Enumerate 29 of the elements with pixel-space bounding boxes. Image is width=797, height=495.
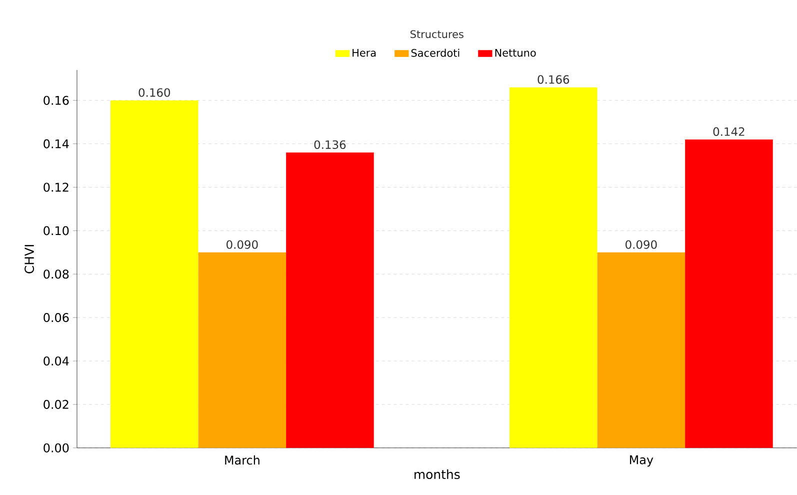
bar xyxy=(198,252,286,448)
data-label: 0.136 xyxy=(314,140,346,150)
y-tick-label: 0.08 xyxy=(44,270,69,279)
y-tick-label: 0.12 xyxy=(44,182,68,192)
legend-label: Sacerdoti xyxy=(411,48,460,57)
data-label: 0.160 xyxy=(138,88,170,97)
y-tick-label: 0.06 xyxy=(44,313,69,322)
bar xyxy=(597,252,686,448)
y-axis-title: CHVI xyxy=(24,245,34,274)
legend-label: Hera xyxy=(352,49,376,57)
data-label: 0.166 xyxy=(538,75,570,84)
bar xyxy=(110,100,198,448)
y-tick-label: 0.04 xyxy=(44,356,69,366)
y-tick-label: 0.00 xyxy=(44,443,69,452)
bar xyxy=(685,140,773,448)
x-tick-label: March xyxy=(225,455,260,465)
y-tick-label: 0.16 xyxy=(44,96,69,105)
x-tick-label: May xyxy=(630,455,654,467)
bar xyxy=(286,152,374,448)
y-tick-label: 0.02 xyxy=(44,400,68,410)
y-tick-label: 0.14 xyxy=(44,139,69,148)
y-tick-label: 0.10 xyxy=(44,226,69,236)
x-axis-title: months xyxy=(414,469,460,480)
legend-label: Nettuno xyxy=(495,49,536,57)
legend-title: Structures xyxy=(410,30,464,38)
data-label: 0.142 xyxy=(713,127,744,136)
bar xyxy=(510,87,598,448)
data-label: 0.090 xyxy=(226,240,258,249)
data-label: 0.090 xyxy=(626,240,657,249)
